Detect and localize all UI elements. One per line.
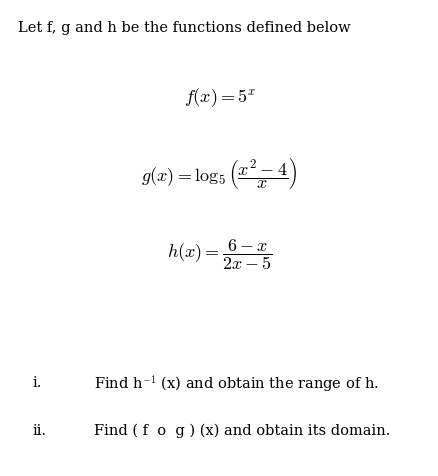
Text: Find h$^{-1}$ (x) and obtain the range of h.: Find h$^{-1}$ (x) and obtain the range o… (94, 373, 378, 394)
Text: Find ( f  o  g ) (x) and obtain its domain.: Find ( f o g ) (x) and obtain its domain… (94, 424, 390, 438)
Text: $h(x) = \dfrac{6 - x}{2x - 5}$: $h(x) = \dfrac{6 - x}{2x - 5}$ (166, 238, 272, 272)
Text: $g(x) = \log_5 \left(\dfrac{x^2 - 4}{x}\right)$: $g(x) = \log_5 \left(\dfrac{x^2 - 4}{x}\… (141, 156, 297, 191)
Text: $f(x) = 5^x$: $f(x) = 5^x$ (183, 86, 255, 109)
Text: ii.: ii. (33, 424, 47, 438)
Text: i.: i. (33, 376, 42, 390)
Text: Let f, g and h be the functions defined below: Let f, g and h be the functions defined … (18, 21, 350, 35)
